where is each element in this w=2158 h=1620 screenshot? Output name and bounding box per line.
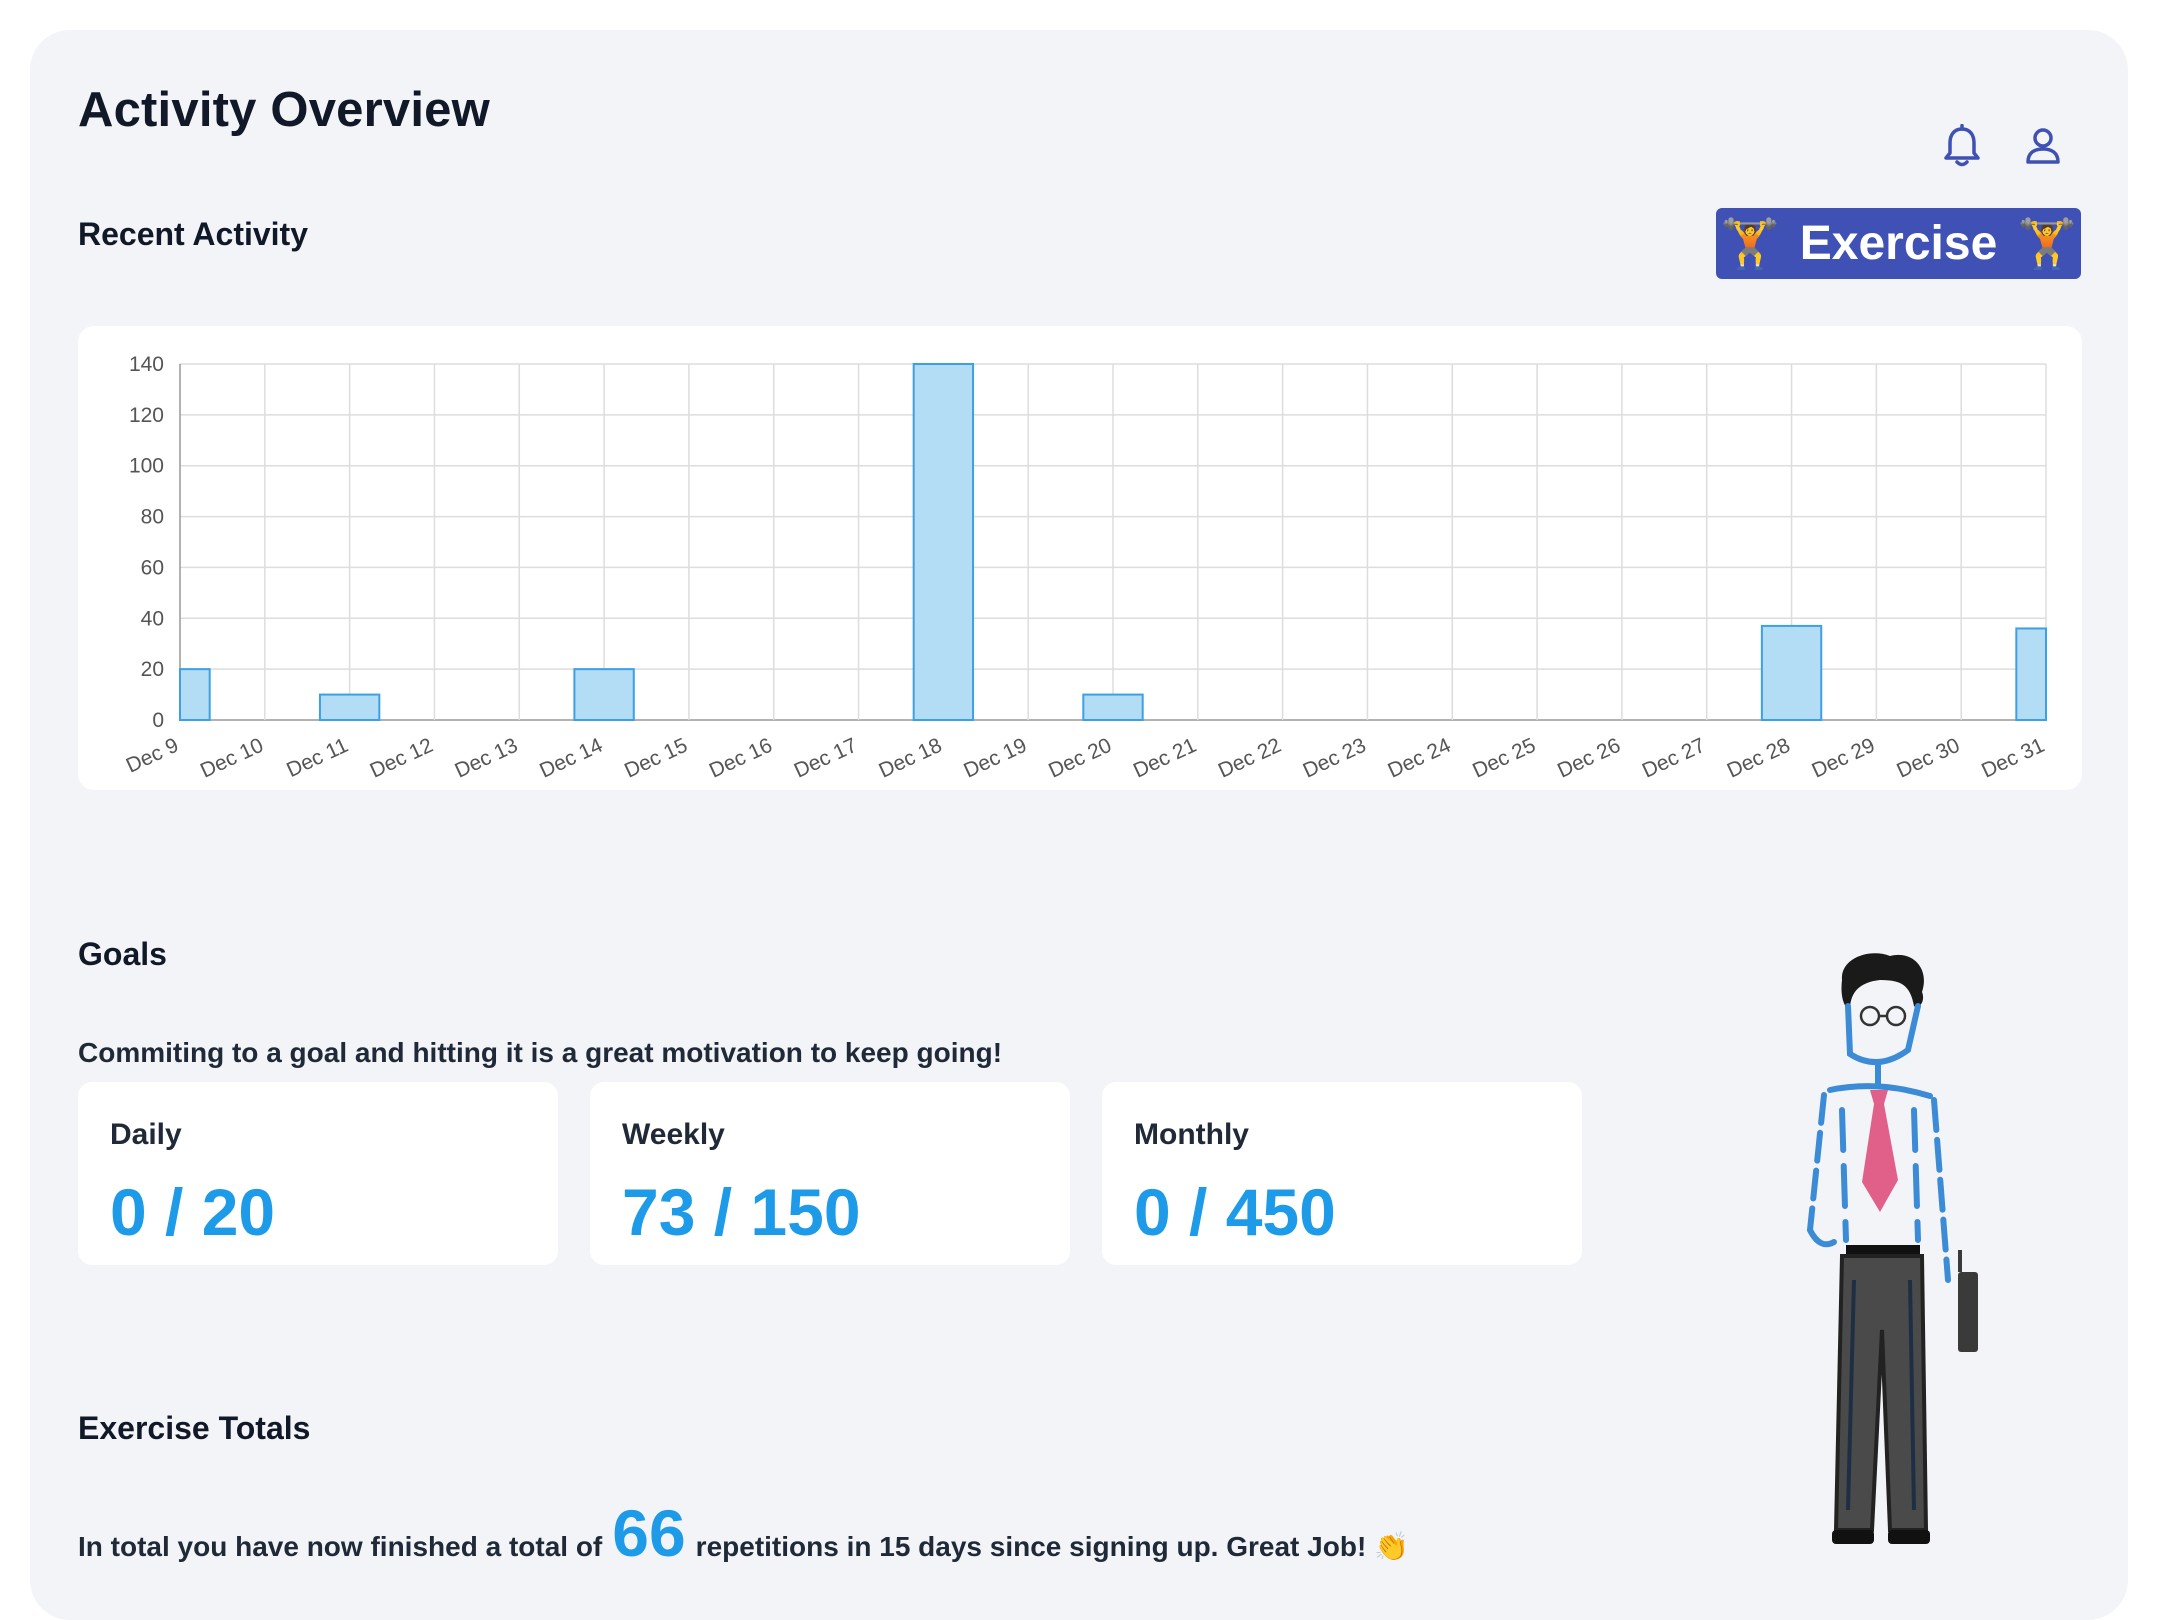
- goals-heading: Goals: [78, 936, 167, 972]
- activity-chart-card: 0 20 40 60 80 100 120 140 Dec 9 Dec 10 Dec 11 Dec 1…: [78, 326, 2082, 790]
- x-tick-label: Dec 19: [960, 734, 1030, 783]
- x-tick-label: Dec 26: [1554, 734, 1624, 783]
- bar: [912, 363, 975, 721]
- goal-card-weekly: Weekly 73 / 150: [590, 1082, 1070, 1265]
- x-tick-label: Dec 11: [283, 734, 352, 782]
- y-tick-label: 0: [152, 709, 164, 732]
- bar: [573, 668, 635, 721]
- activity-bar-chart: 0 20 40 60 80 100 120 140 Dec 9 Dec 10 Dec 11 Dec 1…: [123, 353, 2048, 783]
- bar: [318, 693, 381, 722]
- total-repetitions-count: 66: [612, 1496, 686, 1570]
- bar: [179, 668, 211, 721]
- x-tick-label: Dec 14: [536, 734, 606, 783]
- user-icon: [2026, 128, 2060, 164]
- x-tick-label: Dec 25: [1469, 734, 1539, 783]
- x-tick-label: Dec 27: [1639, 734, 1709, 783]
- goal-label: Monthly: [1134, 1118, 1249, 1151]
- x-tick-label: Dec 31: [1978, 734, 2048, 783]
- main-panel: Activity Overview Recent Activity 🏋️ Exe…: [30, 30, 2128, 1620]
- businessman-illustration: [1807, 953, 1978, 1544]
- totals-suffix: repetitions in 15 days since signing up.…: [695, 1531, 1409, 1562]
- bar: [1760, 624, 1823, 721]
- goal-label: Weekly: [622, 1118, 725, 1151]
- x-tick-label: Dec 28: [1724, 734, 1794, 783]
- x-tick-label: Dec 9: [123, 734, 182, 778]
- x-tick-label: Dec 12: [367, 734, 437, 783]
- goals-description: Commiting to a goal and hitting it is a …: [78, 1037, 1003, 1068]
- x-tick-label: Dec 15: [621, 734, 691, 783]
- profile-button[interactable]: [2015, 118, 2071, 174]
- x-tick-label: Dec 30: [1893, 734, 1963, 783]
- page-title: Activity Overview: [78, 83, 490, 137]
- x-tick-label: Dec 17: [791, 734, 861, 783]
- x-tick-label: Dec 16: [706, 734, 776, 783]
- x-tick-label: Dec 24: [1384, 734, 1454, 783]
- goal-card-daily: Daily 0 / 20: [78, 1082, 558, 1265]
- goal-value: 0 / 450: [1134, 1175, 1336, 1249]
- totals-prefix: In total you have now finished a total o…: [78, 1531, 603, 1562]
- goal-value: 73 / 150: [622, 1175, 861, 1249]
- y-tick-label: 120: [129, 404, 164, 427]
- bar: [2015, 627, 2047, 722]
- notifications-button[interactable]: [1934, 118, 1990, 174]
- bar: [1082, 693, 1144, 722]
- bell-icon: [1944, 124, 1980, 167]
- x-tick-label: Dec 23: [1300, 734, 1370, 783]
- totals-summary: In total you have now finished a total o…: [78, 1500, 1409, 1566]
- weightlifter-icon-right: 🏋️: [2017, 218, 2078, 271]
- x-tick-label: Dec 21: [1130, 734, 1200, 783]
- exercise-totals-heading: Exercise Totals: [78, 1410, 311, 1446]
- y-tick-label: 80: [141, 506, 164, 529]
- y-tick-label: 60: [141, 556, 164, 579]
- exercise-button-label: Exercise: [1799, 217, 1998, 270]
- y-tick-label: 20: [141, 658, 164, 681]
- weightlifter-icon-left: 🏋️: [1719, 218, 1780, 271]
- goal-label: Daily: [110, 1118, 182, 1151]
- y-tick-label: 140: [129, 353, 164, 376]
- y-tick-label: 100: [129, 455, 164, 478]
- goal-card-monthly: Monthly 0 / 450: [1102, 1082, 1582, 1265]
- recent-activity-heading: Recent Activity: [78, 216, 308, 252]
- x-tick-label: Dec 22: [1215, 734, 1285, 783]
- x-tick-label: Dec 29: [1808, 734, 1878, 783]
- x-tick-label: Dec 10: [197, 734, 267, 783]
- goal-value: 0 / 20: [110, 1175, 276, 1249]
- x-tick-label: Dec 13: [451, 734, 521, 783]
- exercise-button[interactable]: 🏋️ Exercise 🏋️: [1716, 208, 2081, 279]
- x-tick-label: Dec 20: [1045, 734, 1115, 783]
- y-tick-label: 40: [141, 607, 164, 630]
- x-tick-label: Dec 18: [875, 734, 945, 783]
